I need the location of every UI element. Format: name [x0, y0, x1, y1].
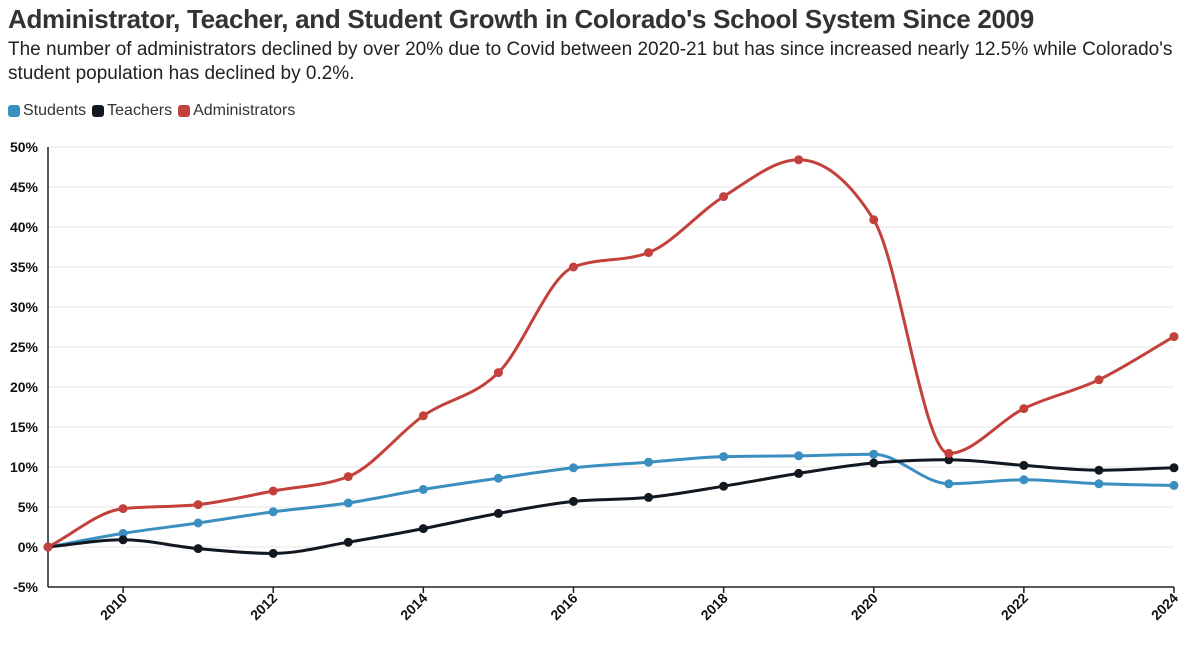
legend-swatch-administrators: [178, 105, 191, 117]
data-point-administrators: [493, 368, 503, 378]
data-point-students: [869, 449, 879, 459]
x-tick-label: 2012: [247, 590, 280, 623]
y-tick-label: 40%: [10, 219, 39, 235]
y-tick-label: 25%: [10, 339, 39, 355]
y-tick-label: 10%: [10, 459, 39, 475]
data-point-teachers: [118, 535, 128, 545]
x-tick-label: 2014: [397, 590, 430, 623]
data-point-teachers: [719, 481, 729, 491]
legend-label-students: Students: [23, 102, 87, 119]
data-point-teachers: [193, 544, 203, 554]
data-point-administrators: [193, 500, 203, 510]
data-point-students: [719, 452, 729, 462]
y-tick-label: 30%: [10, 299, 39, 315]
data-point-students: [568, 463, 578, 473]
data-point-administrators: [944, 448, 954, 458]
series-line-administrators: [46, 158, 1176, 549]
data-point-students: [644, 457, 654, 467]
legend-item-students[interactable]: Students: [8, 102, 86, 120]
y-tick-label: 5%: [18, 499, 39, 515]
data-point-teachers: [343, 537, 353, 547]
data-point-administrators: [794, 155, 804, 165]
data-point-teachers: [418, 524, 428, 534]
data-point-administrators: [1094, 375, 1104, 385]
data-point-administrators: [1019, 404, 1029, 414]
data-point-administrators: [719, 192, 729, 202]
chart-title: Administrator, Teacher, and Student Grow…: [8, 4, 1034, 34]
data-point-teachers: [268, 548, 278, 558]
data-point-teachers: [1094, 465, 1104, 475]
data-point-administrators: [1169, 332, 1179, 342]
data-point-students: [268, 507, 278, 517]
data-point-teachers: [794, 468, 804, 478]
y-tick-label: 50%: [10, 139, 39, 155]
data-point-students: [1019, 475, 1029, 485]
y-tick-label: -5%: [13, 579, 38, 595]
legend-swatch-students: [8, 105, 20, 117]
y-tick-label: 15%: [10, 419, 39, 435]
data-point-administrators: [118, 504, 128, 514]
data-point-teachers: [944, 455, 954, 465]
x-tick-label: 2022: [998, 590, 1031, 623]
x-tick-label: 2020: [848, 590, 881, 623]
y-tick-label: 0%: [18, 539, 39, 555]
data-point-teachers: [1019, 460, 1029, 470]
data-point-administrators: [418, 411, 428, 421]
data-point-students: [944, 479, 954, 489]
legend: Students Teachers Administrators: [8, 102, 301, 120]
y-tick-label: 35%: [10, 259, 39, 275]
data-point-administrators: [869, 215, 879, 225]
y-tick-label: 45%: [10, 179, 39, 195]
x-tick-label: 2010: [97, 590, 130, 623]
data-point-teachers: [568, 496, 578, 506]
data-point-administrators: [644, 248, 654, 258]
data-point-teachers: [1169, 463, 1179, 473]
legend-label-teachers: Teachers: [107, 102, 173, 119]
data-point-administrators: [268, 486, 278, 496]
data-point-students: [118, 528, 128, 538]
data-point-students: [1094, 479, 1104, 489]
legend-swatch-teachers: [92, 105, 105, 117]
data-point-administrators: [343, 472, 353, 482]
data-point-teachers: [644, 492, 654, 502]
data-point-students: [343, 498, 353, 508]
data-point-students: [1169, 480, 1179, 490]
data-point-teachers: [493, 508, 503, 518]
data-point-students: [493, 473, 503, 483]
x-tick-label: 2016: [547, 590, 580, 623]
data-point-teachers: [869, 458, 879, 468]
data-point-students: [418, 484, 428, 494]
y-tick-label: 20%: [10, 379, 39, 395]
data-point-students: [794, 451, 804, 461]
series-line-teachers: [46, 458, 1176, 555]
legend-item-teachers[interactable]: Teachers: [92, 102, 172, 120]
x-tick-label: 2024: [1148, 590, 1181, 623]
legend-label-administrators: Administrators: [193, 102, 296, 119]
series-line-students: [46, 452, 1176, 549]
x-tick-label: 2018: [697, 590, 730, 623]
legend-item-administrators[interactable]: Administrators: [178, 102, 295, 120]
data-point-students: [193, 518, 203, 528]
chart-subtitle: The number of administrators declined by…: [8, 39, 1173, 84]
data-point-administrators: [568, 262, 578, 272]
data-point-administrators: [43, 542, 53, 552]
